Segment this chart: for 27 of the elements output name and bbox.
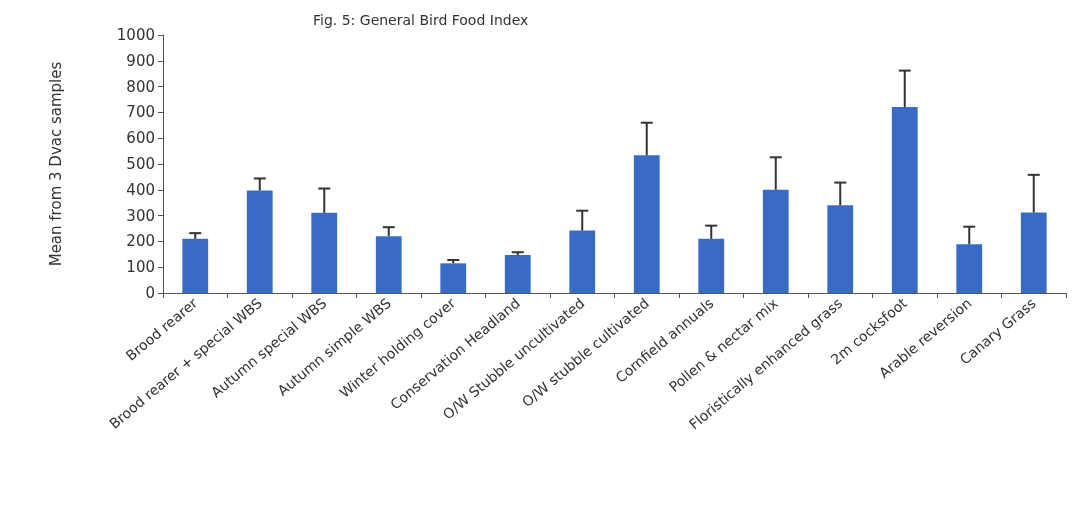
y-tick-label: 1000 (116, 26, 155, 44)
bar (762, 189, 789, 293)
y-tick-label: 400 (126, 180, 155, 199)
bar (182, 238, 209, 293)
bar (956, 244, 983, 293)
y-tick-label: 500 (126, 155, 155, 173)
y-tick-label: 600 (126, 129, 155, 148)
bar (1020, 212, 1047, 293)
bar (698, 238, 725, 293)
bar (440, 263, 467, 293)
chart-title: Fig. 5: General Bird Food Index (313, 12, 529, 28)
y-tick-label: 700 (126, 103, 155, 122)
bar (246, 190, 273, 293)
bar (311, 212, 338, 293)
bar (827, 205, 854, 293)
y-axis-title: Mean from 3 Dvac samples (46, 61, 65, 267)
bar (891, 106, 918, 293)
bar (633, 155, 660, 293)
y-tick-label: 800 (126, 77, 155, 96)
y-tick-label: 0 (145, 284, 155, 302)
y-tick-label: 200 (126, 232, 155, 251)
y-tick-label: 100 (126, 258, 155, 277)
y-tick-label: 300 (126, 206, 155, 225)
bar (504, 255, 531, 293)
y-tick-label: 900 (126, 51, 155, 70)
bar (375, 236, 402, 293)
bar (569, 230, 596, 293)
